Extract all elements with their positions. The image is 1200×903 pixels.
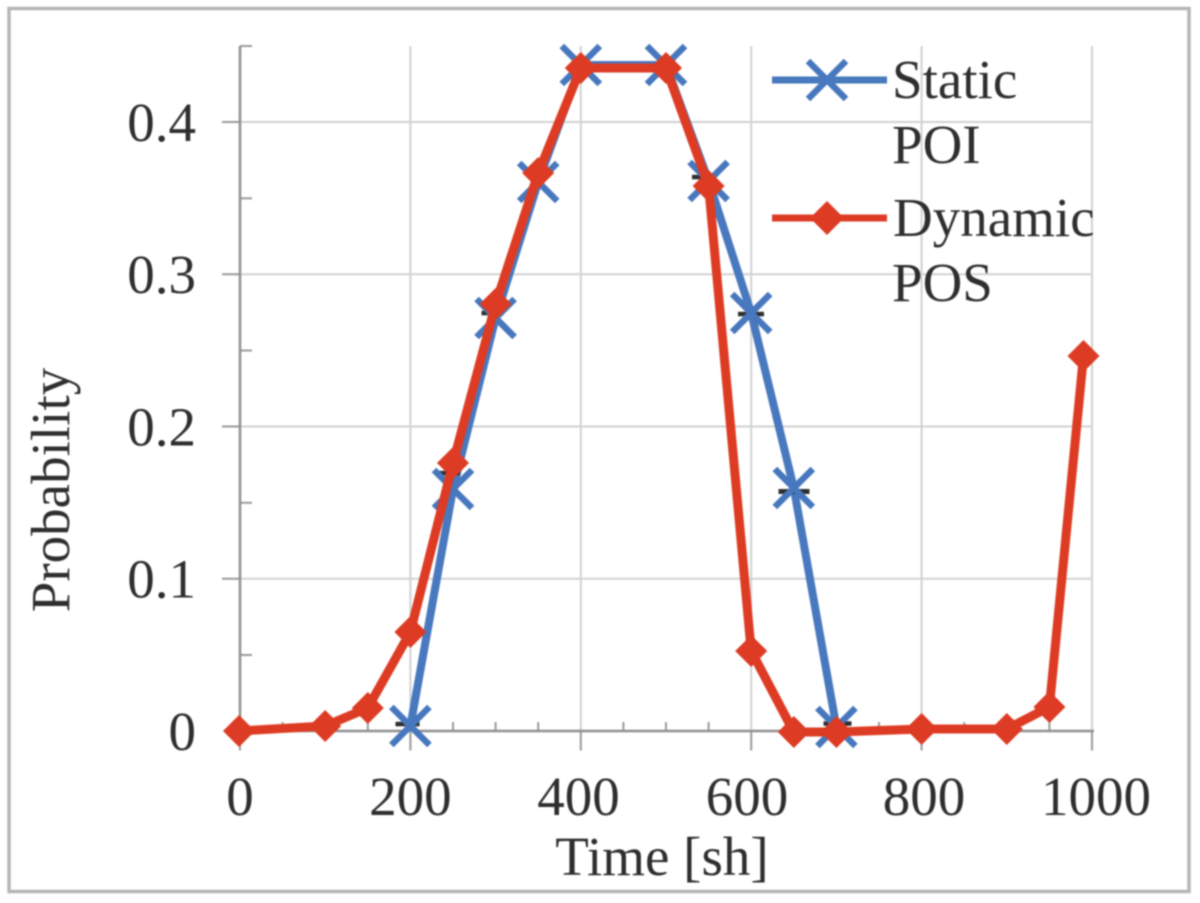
svg-text:400: 400 [537, 766, 620, 827]
svg-text:0.4: 0.4 [127, 92, 196, 153]
svg-text:Static: Static [892, 49, 1017, 110]
svg-text:Probability: Probability [20, 367, 81, 612]
svg-text:POI: POI [892, 114, 981, 175]
svg-text:1000: 1000 [1041, 766, 1151, 827]
svg-text:0: 0 [226, 766, 254, 827]
svg-text:0.3: 0.3 [127, 244, 196, 305]
svg-text:Dynamic: Dynamic [893, 187, 1095, 248]
svg-text:200: 200 [369, 766, 452, 827]
svg-text:600: 600 [706, 766, 789, 827]
svg-text:0.1: 0.1 [127, 549, 196, 610]
svg-text:800: 800 [883, 766, 966, 827]
svg-text:0: 0 [169, 701, 197, 762]
svg-text:0.2: 0.2 [127, 397, 196, 458]
svg-text:Time [sh]: Time [sh] [555, 826, 768, 887]
svg-text:POS: POS [892, 252, 993, 313]
